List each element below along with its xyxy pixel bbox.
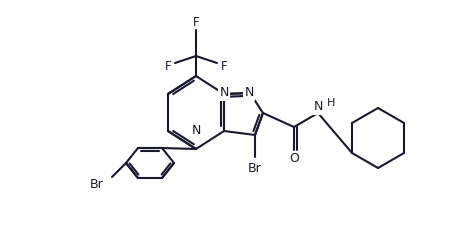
Text: N: N <box>219 86 229 100</box>
Text: Br: Br <box>90 179 104 191</box>
Text: N: N <box>191 125 201 137</box>
Text: O: O <box>289 152 299 164</box>
Text: N: N <box>244 86 254 100</box>
Text: F: F <box>221 60 227 73</box>
Text: F: F <box>193 15 199 28</box>
Text: N: N <box>313 100 323 113</box>
Text: H: H <box>327 98 335 108</box>
Text: F: F <box>165 60 171 73</box>
Text: Br: Br <box>248 161 262 174</box>
